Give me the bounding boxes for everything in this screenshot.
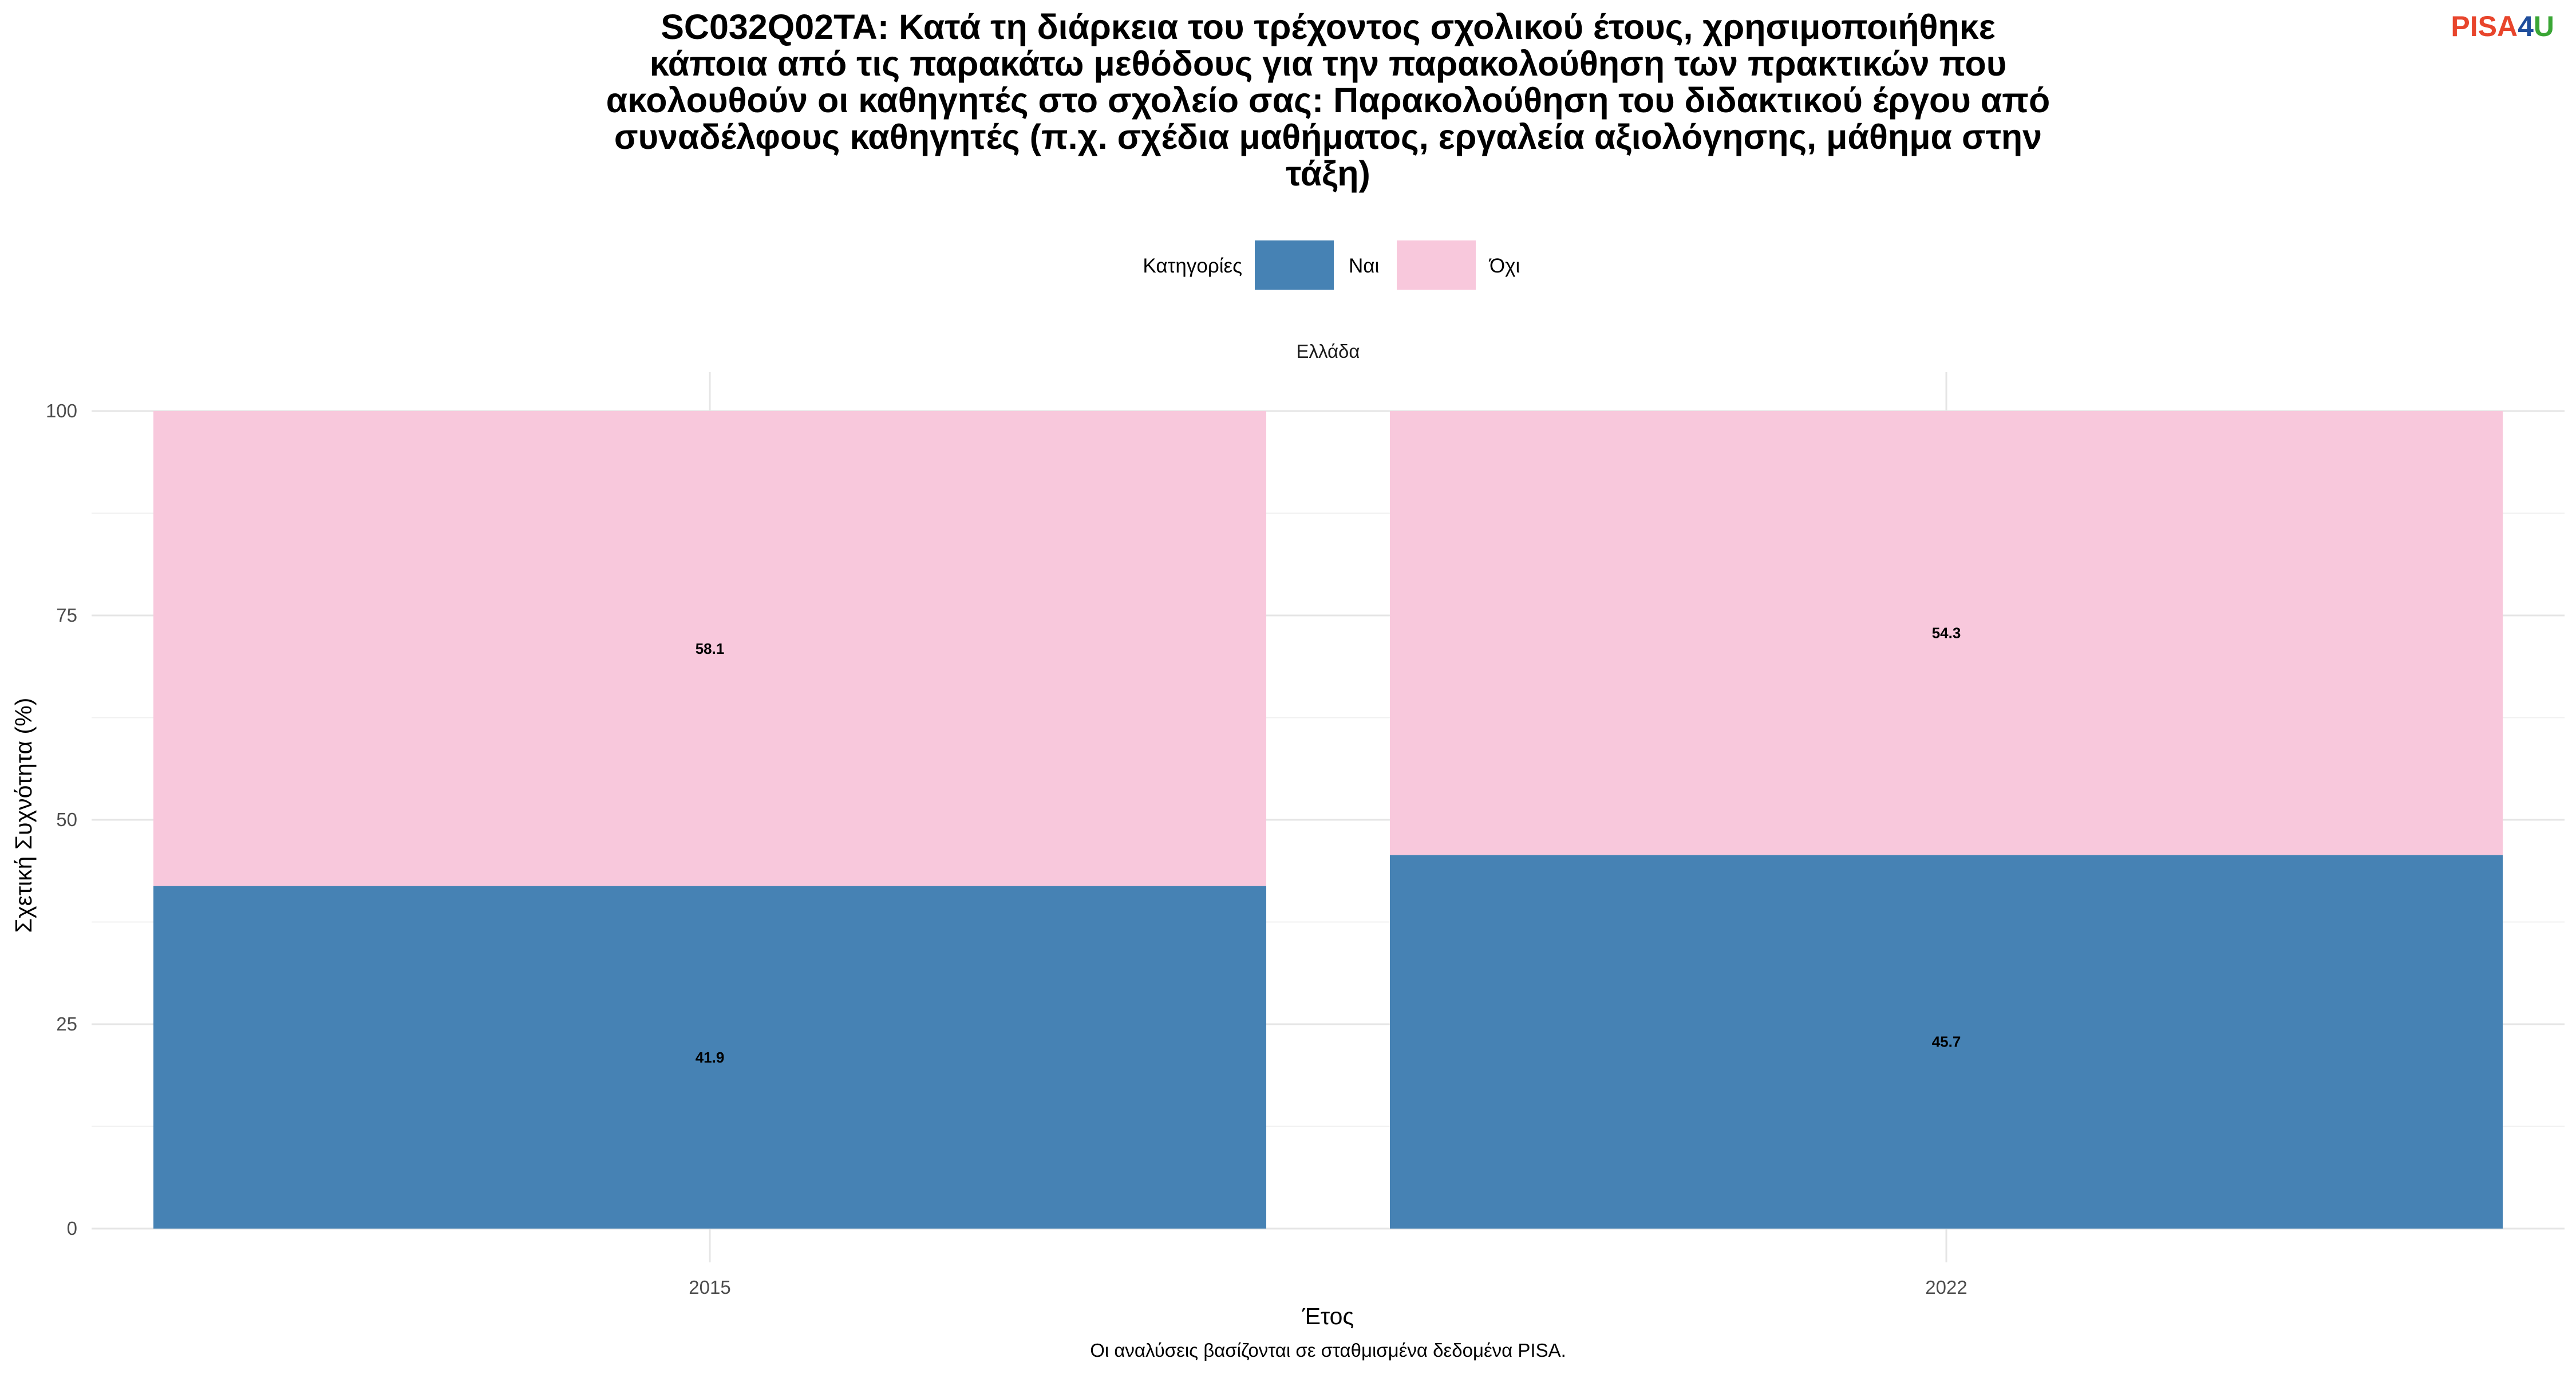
bar-2015-1 <box>153 411 1266 886</box>
data-label-2022-1: 54.3 <box>1932 625 1961 642</box>
logo-text-4: 4 <box>2518 10 2534 42</box>
legend-title: Κατηγορίες <box>1143 255 1242 277</box>
bar-2022-0 <box>1390 855 2503 1229</box>
x-axis-title: Έτος <box>1302 1303 1354 1329</box>
y-tick-label: 25 <box>56 1013 77 1035</box>
bar-2015-0 <box>153 886 1266 1229</box>
pisa4u-logo: PISA4U <box>2451 10 2554 42</box>
chart-title-line: SC032Q02TA: Κατά τη διάρκεια του τρέχοντ… <box>661 7 1996 46</box>
x-tick-label: 2015 <box>689 1277 730 1298</box>
y-axis-title: Σχετική Συχνότητα (%) <box>10 698 37 933</box>
chart-title-line: συναδέλφους καθηγητές (π.χ. σχέδια μαθήμ… <box>614 117 2042 156</box>
chart-title-line: ακολουθούν οι καθηγητές στο σχολείο σας:… <box>606 81 2050 120</box>
legend-label-nai: Ναι <box>1349 255 1379 277</box>
logo-text-pisa: PISA <box>2451 10 2518 42</box>
chart-title: SC032Q02TA: Κατά τη διάρκεια του τρέχοντ… <box>606 7 2050 193</box>
x-tick-label: 2022 <box>1925 1277 1967 1298</box>
data-label-2015-1: 58.1 <box>696 640 725 657</box>
x-axis-ticks: 2015 2022 <box>689 1277 1967 1298</box>
legend-key-nai <box>1255 240 1334 290</box>
caption: Οι αναλύσεις βασίζονται σε σταθμισμένα δ… <box>1090 1340 1566 1361</box>
data-label-2022-0: 45.7 <box>1932 1033 1961 1051</box>
logo-text-u: U <box>2534 10 2554 42</box>
bar-2022-1 <box>1390 411 2503 855</box>
y-tick-label: 75 <box>56 605 77 626</box>
legend-label-ochi: Όχι <box>1488 255 1520 277</box>
data-labels: 41.9 58.1 45.7 54.3 <box>696 625 1961 1066</box>
y-tick-label: 0 <box>67 1218 77 1239</box>
bars <box>153 411 2503 1229</box>
data-label-2015-0: 41.9 <box>696 1049 725 1066</box>
chart-title-line: κάποια από τις παρακάτω μεθόδους για την… <box>650 44 2007 83</box>
chart-title-line: τάξη) <box>1286 154 1370 193</box>
y-axis-ticks: 0 25 50 75 100 <box>46 400 77 1239</box>
legend: Κατηγορίες Ναι Όχι <box>1143 240 1520 290</box>
y-tick-label: 50 <box>56 809 77 830</box>
legend-key-ochi <box>1397 240 1476 290</box>
y-tick-label: 100 <box>46 400 77 421</box>
facet-label: Ελλάδα <box>1296 341 1360 362</box>
